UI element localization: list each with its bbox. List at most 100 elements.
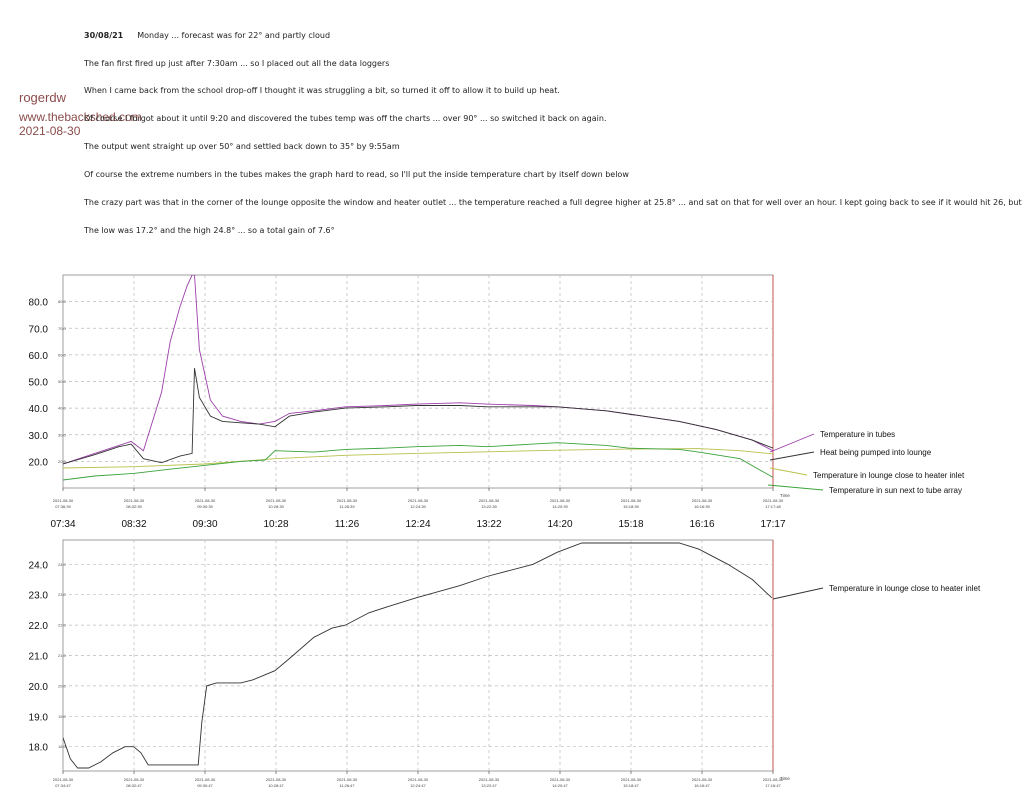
x-axis-time-label: Time bbox=[780, 776, 790, 781]
note-forecast: Monday ... forecast was for 22° and part… bbox=[137, 31, 331, 40]
x-tick-date-label: 2021-08-30 bbox=[124, 498, 145, 503]
y-tick-label-small: 50.0 bbox=[58, 379, 67, 384]
x-tick-hour-label: 15:18 bbox=[618, 519, 643, 530]
x-tick-hour-label: 13:22 bbox=[476, 519, 501, 530]
y-tick-label: 50.0 bbox=[29, 378, 49, 389]
x-tick-time-label: 09:30:47 bbox=[197, 783, 213, 788]
legend-leader-line bbox=[767, 484, 824, 491]
y-tick-label-small: 70.0 bbox=[58, 326, 67, 331]
y-tick-label: 30.0 bbox=[29, 431, 49, 442]
series-line bbox=[63, 275, 773, 465]
x-tick-date-label: 2021-08-30 bbox=[53, 777, 74, 782]
x-tick-date-label: 2021-08-30 bbox=[763, 777, 784, 782]
x-tick-time-label: 16:16:47 bbox=[694, 783, 710, 788]
series-line bbox=[63, 442, 773, 481]
note-line-7: The low was 17.2° and the high 24.8° ...… bbox=[84, 226, 335, 235]
y-tick-label-small: 23.0 bbox=[58, 592, 67, 597]
x-tick-time-label: 08:32:39 bbox=[126, 504, 142, 509]
x-tick-time-label: 12:24:47 bbox=[410, 783, 426, 788]
site-name: www.thebackshed.com bbox=[19, 110, 142, 124]
y-tick-label: 22.0 bbox=[29, 621, 49, 632]
x-tick-date-label: 2021-08-30 bbox=[266, 777, 287, 782]
x-tick-time-label: 15:18:39 bbox=[623, 504, 639, 509]
note-date: 30/08/21 bbox=[84, 31, 124, 40]
legend-label: Temperature in lounge close to heater in… bbox=[813, 471, 965, 480]
x-tick-date-label: 2021-08-30 bbox=[692, 498, 713, 503]
x-tick-date-label: 2021-08-30 bbox=[266, 498, 287, 503]
x-tick-date-label: 2021-08-30 bbox=[337, 498, 358, 503]
x-tick-date-label: 2021-08-30 bbox=[124, 777, 145, 782]
x-tick-date-label: 2021-08-30 bbox=[763, 498, 784, 503]
y-tick-label-small: 20.0 bbox=[58, 459, 67, 464]
note-heading: 30/08/21 Monday ... forecast was for 22° … bbox=[84, 31, 330, 40]
y-tick-label: 18.0 bbox=[29, 743, 49, 754]
x-tick-date-label: 2021-08-30 bbox=[53, 498, 74, 503]
y-tick-label-small: 24.0 bbox=[58, 562, 67, 567]
legend-label: Heat being pumped into lounge bbox=[820, 448, 932, 457]
x-tick-time-label: 17:16:47 bbox=[765, 783, 781, 788]
x-tick-time-label: 07:36:39 bbox=[55, 504, 71, 509]
x-tick-hour-label: 08:32 bbox=[121, 519, 146, 530]
x-tick-date-label: 2021-08-30 bbox=[479, 777, 500, 782]
legend-leader-line bbox=[772, 587, 824, 600]
y-tick-label-small: 22.0 bbox=[58, 623, 67, 628]
x-axis-time-label: Time bbox=[780, 493, 790, 498]
legend-leader-line bbox=[769, 433, 815, 453]
y-tick-label-small: 18.0 bbox=[58, 744, 67, 749]
x-tick-hour-label: 17:17 bbox=[760, 519, 785, 530]
y-tick-label: 19.0 bbox=[29, 712, 49, 723]
series-line bbox=[63, 368, 773, 465]
note-line-1: The fan first fired up just after 7:30am… bbox=[84, 59, 390, 68]
y-tick-label: 23.0 bbox=[29, 591, 49, 602]
x-tick-date-label: 2021-08-30 bbox=[621, 498, 642, 503]
y-tick-label: 40.0 bbox=[29, 404, 49, 415]
x-tick-hour-label: 10:28 bbox=[263, 519, 288, 530]
y-tick-label: 70.0 bbox=[29, 324, 49, 335]
y-tick-label: 80.0 bbox=[29, 298, 49, 309]
y-tick-label-small: 40.0 bbox=[58, 406, 67, 411]
y-tick-label: 21.0 bbox=[29, 652, 49, 663]
x-tick-time-label: 07:34:47 bbox=[55, 783, 71, 788]
y-tick-label: 24.0 bbox=[29, 560, 49, 571]
x-tick-hour-label: 12:24 bbox=[405, 519, 430, 530]
note-line-4: The output went straight up over 50° and… bbox=[84, 142, 400, 151]
note-line-3: Of course I forgot about it until 9:20 a… bbox=[84, 114, 607, 123]
x-tick-time-label: 15:18:47 bbox=[623, 783, 639, 788]
x-tick-date-label: 2021-08-30 bbox=[337, 777, 358, 782]
post-date: 2021-08-30 bbox=[19, 124, 81, 138]
x-tick-time-label: 08:32:47 bbox=[126, 783, 142, 788]
x-tick-hour-label: 14:20 bbox=[547, 519, 572, 530]
y-tick-label-small: 21.0 bbox=[58, 653, 67, 658]
legend-leader-line bbox=[769, 451, 815, 461]
legend-leader-line bbox=[769, 467, 808, 476]
legend-label: Temperature in sun next to tube array bbox=[829, 486, 962, 495]
x-tick-date-label: 2021-08-30 bbox=[408, 777, 429, 782]
x-tick-date-label: 2021-08-30 bbox=[550, 777, 571, 782]
note-line-5: Of course the extreme numbers in the tub… bbox=[84, 170, 629, 179]
series-line bbox=[63, 448, 773, 469]
x-tick-hour-label: 07:34 bbox=[50, 519, 75, 530]
y-tick-label-small: 20.0 bbox=[58, 683, 67, 688]
legend-label: Temperature in tubes bbox=[820, 430, 895, 439]
y-tick-label-small: 80.0 bbox=[58, 299, 67, 304]
legend-label: Temperature in lounge close to heater in… bbox=[829, 584, 981, 593]
series-line bbox=[63, 542, 773, 769]
x-tick-time-label: 10:28:47 bbox=[268, 783, 284, 788]
note-line-2: When I came back from the school drop-of… bbox=[84, 86, 560, 95]
y-tick-label: 60.0 bbox=[29, 351, 49, 362]
x-tick-date-label: 2021-08-30 bbox=[195, 498, 216, 503]
y-tick-label-small: 30.0 bbox=[58, 432, 67, 437]
x-tick-time-label: 12:24:39 bbox=[410, 504, 426, 509]
x-tick-time-label: 13:22:39 bbox=[481, 504, 497, 509]
x-tick-date-label: 2021-08-30 bbox=[692, 777, 713, 782]
x-tick-date-label: 2021-08-30 bbox=[479, 498, 500, 503]
x-tick-time-label: 09:30:39 bbox=[197, 504, 213, 509]
author-name: rogerdw bbox=[19, 90, 66, 105]
x-tick-time-label: 10:28:39 bbox=[268, 504, 284, 509]
x-tick-date-label: 2021-08-30 bbox=[408, 498, 429, 503]
x-tick-date-label: 2021-08-30 bbox=[621, 777, 642, 782]
x-tick-time-label: 11:26:47 bbox=[339, 783, 355, 788]
x-tick-time-label: 14:20:47 bbox=[552, 783, 568, 788]
x-tick-time-label: 13:22:47 bbox=[481, 783, 497, 788]
